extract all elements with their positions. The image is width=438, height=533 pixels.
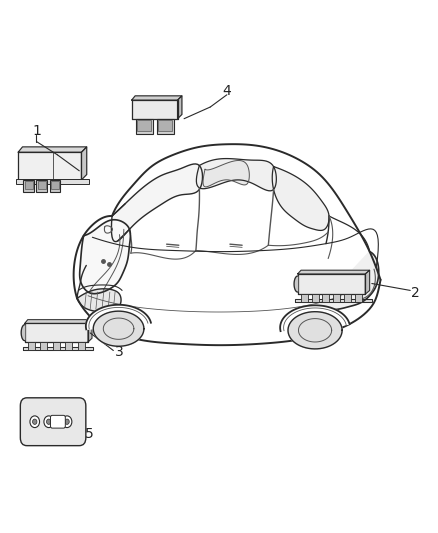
- Polygon shape: [295, 300, 372, 302]
- FancyBboxPatch shape: [138, 120, 151, 131]
- Text: 4: 4: [223, 84, 231, 98]
- FancyBboxPatch shape: [40, 342, 47, 350]
- Polygon shape: [315, 252, 379, 310]
- Polygon shape: [365, 270, 370, 294]
- Polygon shape: [21, 325, 25, 341]
- FancyBboxPatch shape: [16, 179, 89, 184]
- Polygon shape: [177, 96, 182, 119]
- Text: 3: 3: [115, 344, 124, 359]
- FancyBboxPatch shape: [25, 181, 32, 189]
- FancyBboxPatch shape: [311, 294, 318, 302]
- Polygon shape: [272, 166, 329, 230]
- Polygon shape: [196, 159, 276, 191]
- FancyBboxPatch shape: [322, 294, 329, 302]
- FancyBboxPatch shape: [355, 294, 362, 302]
- FancyBboxPatch shape: [78, 342, 85, 350]
- Polygon shape: [280, 305, 350, 331]
- FancyBboxPatch shape: [36, 180, 47, 191]
- Text: 2: 2: [411, 286, 420, 300]
- Polygon shape: [22, 348, 93, 350]
- FancyBboxPatch shape: [49, 180, 60, 191]
- Polygon shape: [203, 160, 249, 187]
- FancyBboxPatch shape: [136, 119, 152, 134]
- FancyBboxPatch shape: [158, 120, 172, 131]
- Polygon shape: [80, 220, 131, 294]
- Polygon shape: [86, 305, 151, 329]
- Polygon shape: [77, 289, 121, 312]
- FancyBboxPatch shape: [333, 294, 340, 302]
- Polygon shape: [18, 147, 87, 152]
- Polygon shape: [77, 280, 381, 345]
- Circle shape: [62, 416, 72, 427]
- FancyBboxPatch shape: [53, 342, 60, 350]
- Polygon shape: [93, 311, 144, 346]
- FancyBboxPatch shape: [51, 181, 59, 189]
- Polygon shape: [297, 270, 370, 274]
- FancyBboxPatch shape: [300, 294, 307, 302]
- FancyBboxPatch shape: [23, 180, 34, 191]
- FancyBboxPatch shape: [38, 181, 46, 189]
- Circle shape: [44, 416, 53, 427]
- Text: 1: 1: [32, 124, 41, 138]
- Circle shape: [32, 419, 37, 424]
- Polygon shape: [288, 312, 342, 349]
- Polygon shape: [132, 96, 182, 100]
- Polygon shape: [297, 274, 365, 294]
- Circle shape: [65, 419, 69, 424]
- Polygon shape: [18, 152, 81, 180]
- FancyBboxPatch shape: [28, 342, 35, 350]
- Polygon shape: [25, 324, 88, 342]
- Text: 5: 5: [85, 427, 93, 441]
- Polygon shape: [294, 276, 297, 292]
- FancyBboxPatch shape: [50, 415, 65, 428]
- FancyBboxPatch shape: [65, 342, 72, 350]
- Circle shape: [46, 419, 51, 424]
- FancyBboxPatch shape: [157, 119, 173, 134]
- Polygon shape: [88, 320, 92, 342]
- Polygon shape: [74, 216, 112, 298]
- Polygon shape: [81, 147, 87, 180]
- Polygon shape: [111, 164, 202, 241]
- FancyBboxPatch shape: [20, 398, 86, 446]
- Circle shape: [30, 416, 39, 427]
- Polygon shape: [25, 320, 92, 324]
- Polygon shape: [132, 100, 177, 119]
- FancyBboxPatch shape: [344, 294, 351, 302]
